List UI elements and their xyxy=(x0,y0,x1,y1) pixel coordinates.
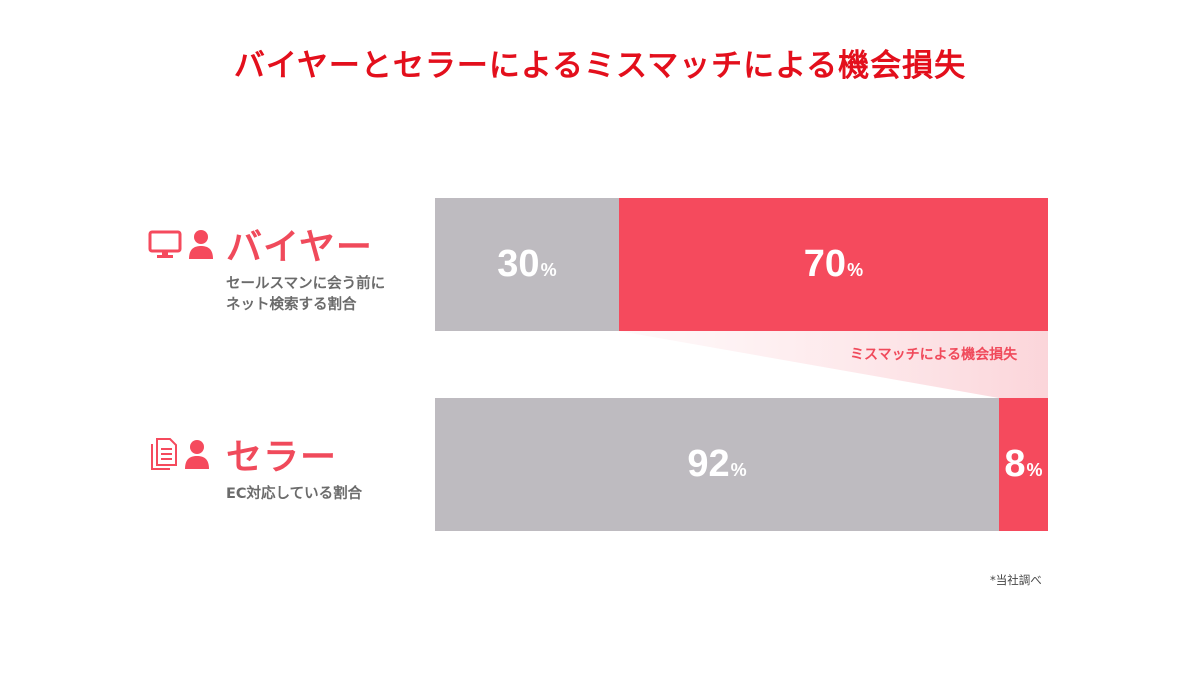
buyer-bar: 30% 70% xyxy=(435,198,1048,331)
data-label-value: 92 xyxy=(687,443,730,485)
seller-label: セラー EC対応している割合 xyxy=(148,428,362,505)
seller-description: EC対応している割合 xyxy=(226,484,362,505)
buyer-bar-segment-1: 30% xyxy=(435,198,619,331)
footnote: *当社調べ xyxy=(990,573,1042,587)
seller-description-line1: EC対応している割合 xyxy=(226,486,363,502)
monitor-icon xyxy=(148,230,182,258)
data-label-unit: % xyxy=(730,460,747,480)
buyer-label: バイヤー セールスマンに会う前に ネット検索する割合 xyxy=(148,218,385,316)
buyer-description-line1: セールスマンに会う前に xyxy=(226,276,386,292)
seller-bar-segment-2: 8% xyxy=(998,398,1048,531)
person-icon xyxy=(189,230,213,259)
buyer-name: バイヤー xyxy=(226,227,373,268)
seller-bar: 92% 8% xyxy=(435,398,1048,531)
data-label-value: 30 xyxy=(497,243,540,285)
data-label-unit: % xyxy=(847,260,864,280)
data-label-value: 70 xyxy=(803,243,847,285)
document-icon xyxy=(151,438,177,470)
mismatch-label: ミスマッチによる機会損失 xyxy=(850,347,1018,363)
data-label-unit: % xyxy=(1026,460,1043,480)
buyer-description-line2: ネット検索する割合 xyxy=(226,297,357,313)
buyer-description: セールスマンに会う前に ネット検索する割合 xyxy=(226,274,385,316)
buyer-bar-segment-2: 70% xyxy=(618,198,1048,331)
seller-bar-segment-1: 92% xyxy=(435,398,999,531)
data-label-value: 8 xyxy=(1004,443,1026,485)
data-label-unit: % xyxy=(540,260,557,280)
person-icon xyxy=(185,440,209,469)
chart-title: バイヤーとセラーによるミスマッチによる機会損失 xyxy=(233,48,967,84)
seller-name: セラー xyxy=(226,437,338,478)
